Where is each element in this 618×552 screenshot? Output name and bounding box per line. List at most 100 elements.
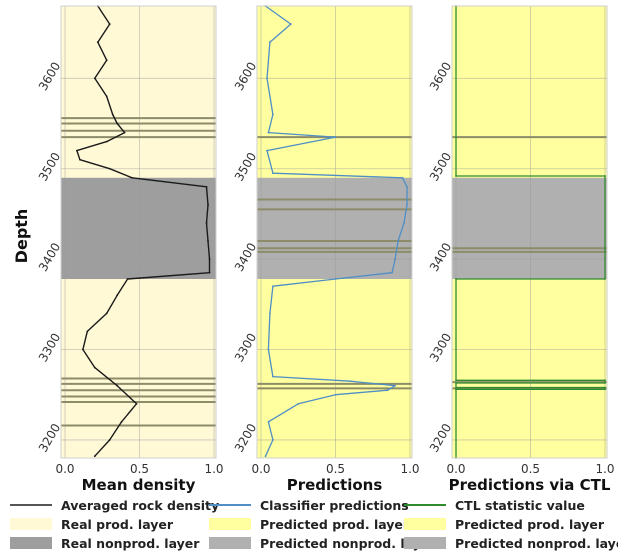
data-point <box>76 149 78 152</box>
legend-patch-swatch <box>10 518 52 530</box>
data-point <box>604 379 606 382</box>
data-point <box>266 149 268 152</box>
y-tick-label: 3400 <box>232 240 259 273</box>
panel-frame <box>256 5 413 459</box>
x-tick-label: 1.0 <box>400 462 419 476</box>
data-point <box>266 77 268 80</box>
data-point <box>334 393 337 396</box>
panel-frame <box>451 5 608 459</box>
data-point <box>93 77 96 80</box>
y-tick-label: 3600 <box>427 60 454 93</box>
y-tick-label: 3500 <box>427 150 454 183</box>
data-point <box>272 375 274 378</box>
legend-label: Predicted nonprod. layer <box>260 535 436 551</box>
legend-label: Predicted prod. layer <box>455 516 605 532</box>
legend-patch-swatch <box>404 518 446 530</box>
data-point <box>208 258 211 261</box>
x-tick-label: 0.5 <box>326 462 345 476</box>
panel-3: 0.0 0.5 1.0 3200 3300 3400 3500 3600 Predictions… <box>427 5 615 494</box>
data-point <box>272 113 274 116</box>
data-point <box>96 41 99 44</box>
data-point <box>81 348 84 351</box>
legend-patch-swatch <box>10 537 52 549</box>
y-tick-label: 3200 <box>36 421 63 454</box>
legend-patch-swatch <box>209 537 251 549</box>
x-tick-label: 1.0 <box>204 462 223 476</box>
data-point <box>93 455 96 458</box>
legend-line-swatch <box>209 499 251 511</box>
data-point <box>205 185 208 188</box>
data-point <box>123 131 126 134</box>
data-point <box>208 271 211 274</box>
data-point <box>131 176 133 179</box>
x-axis-label: Predictions via CTL <box>449 476 611 494</box>
data-point <box>397 240 399 242</box>
data-point <box>455 175 457 177</box>
y-tick-label: 3300 <box>36 331 63 364</box>
data-point <box>604 388 606 391</box>
data-point <box>116 384 119 387</box>
data-point <box>272 172 274 175</box>
data-point <box>267 131 270 134</box>
data-point <box>116 294 119 297</box>
data-point <box>406 185 408 188</box>
data-point <box>455 278 457 280</box>
data-point <box>455 382 457 384</box>
data-point <box>349 380 352 383</box>
data-point <box>406 203 408 206</box>
data-point <box>111 113 114 116</box>
x-tick-label: 0.0 <box>55 462 74 476</box>
data-point <box>401 176 404 179</box>
data-point <box>79 158 81 161</box>
panel-frame <box>60 5 217 459</box>
y-tick-label: 3300 <box>427 331 454 364</box>
legend-label: CTL statistic value <box>455 497 585 513</box>
band-nonprod <box>61 177 216 280</box>
data-point <box>108 23 111 25</box>
data-point <box>105 95 108 98</box>
data-point <box>604 278 606 280</box>
x-tick-label: 1.0 <box>595 462 614 476</box>
y-tick-label: 3500 <box>232 150 259 183</box>
data-point <box>386 389 389 392</box>
panels: 0.0 0.5 1.0 3200 3300 3400 3500 3600 Mean densit… <box>36 5 615 494</box>
legend-item: Classifier predictions <box>209 496 409 514</box>
legend-label: Predicted prod. layer <box>260 516 410 532</box>
y-tick-label: 3500 <box>36 150 63 183</box>
data-point <box>267 420 270 423</box>
y-tick-label: 3600 <box>232 60 259 93</box>
legend-item: Averaged rock density <box>10 496 219 514</box>
legend-line-swatch <box>10 499 52 511</box>
data-point <box>455 379 457 382</box>
data-point <box>264 455 267 458</box>
data-point <box>604 382 606 384</box>
data-point <box>207 203 209 206</box>
data-point <box>403 222 405 224</box>
legend-item: Predicted prod. layer <box>404 515 604 533</box>
y-tick-label: 3600 <box>36 60 63 93</box>
data-point <box>272 285 274 288</box>
data-point <box>105 312 108 315</box>
data-point <box>135 402 138 405</box>
band-nonprod <box>257 177 412 280</box>
data-point <box>269 41 271 44</box>
data-point <box>205 222 208 224</box>
data-point <box>267 348 270 351</box>
legend: Averaged rock density Classifier predicti… <box>0 494 618 552</box>
x-tick-label: 0.5 <box>521 462 540 476</box>
data-point <box>334 136 337 138</box>
data-point <box>604 386 606 389</box>
legend-item: CTL statistic value <box>404 496 585 514</box>
data-point <box>604 175 606 177</box>
legend-label: Averaged rock density <box>61 497 220 513</box>
data-point <box>394 384 396 387</box>
legend-label: Predicted nonprod. layer <box>455 535 618 551</box>
legend-label: Real prod. layer <box>61 516 174 532</box>
data-point <box>86 330 89 333</box>
legend-item: Predicted nonprod. layer <box>404 534 618 552</box>
data-point <box>455 388 457 391</box>
x-tick-label: 0.0 <box>446 462 465 476</box>
x-axis-label: Predictions <box>287 476 383 494</box>
x-tick-label: 0.0 <box>251 462 270 476</box>
